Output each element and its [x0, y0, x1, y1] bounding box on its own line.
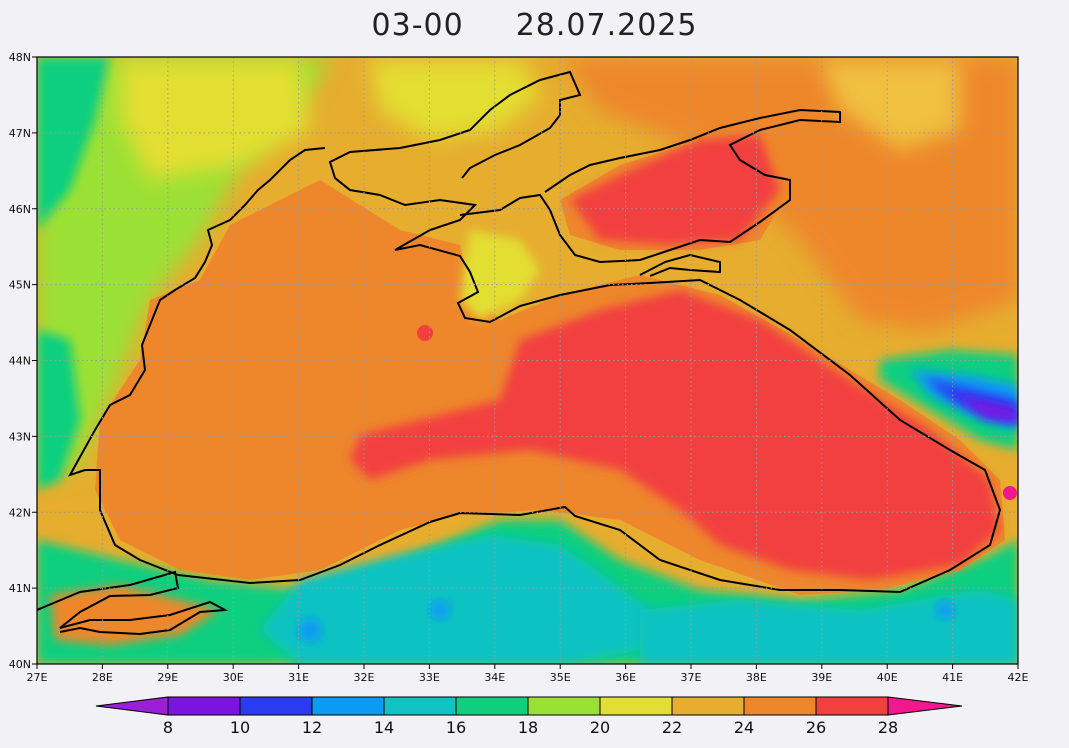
- lon-tick-label: 35E: [550, 671, 571, 684]
- colorbar-label: 26: [806, 718, 826, 737]
- lon-tick-label: 39E: [811, 671, 832, 684]
- lat-tick-label: 44N: [9, 355, 31, 368]
- colorbar-label: 28: [878, 718, 898, 737]
- lat-tick-label: 40N: [9, 658, 31, 671]
- lon-tick-label: 34E: [484, 671, 505, 684]
- colorbar-label: 22: [662, 718, 682, 737]
- lat-tick-label: 43N: [9, 430, 31, 443]
- colorbar-arrow-right: [887, 696, 963, 716]
- colorbar: 8 10 12 14 16 18 20 22 24 26 28: [95, 696, 963, 737]
- lat-tick-label: 48N: [9, 51, 31, 64]
- field-blue-spot-1: [298, 618, 322, 642]
- colorbar-label: 24: [734, 718, 754, 737]
- map-axes: 27E 28E 29E 30E 31E 32E 33E 34E 35E 36E 37E 38E 39E 4…: [9, 51, 1029, 684]
- colorbar-segment: [527, 696, 601, 716]
- field-w-cool: [37, 330, 80, 490]
- warm-spot: [417, 325, 433, 341]
- field-nw-cool: [37, 57, 110, 230]
- coastline: [37, 70, 1002, 636]
- coast-main-east: [177, 70, 1002, 594]
- lon-tick-label: 27E: [27, 671, 48, 684]
- field-blue-spot-2: [430, 600, 450, 620]
- lon-tick-label: 33E: [419, 671, 440, 684]
- azov-warm: [570, 135, 780, 245]
- lon-tick-label: 28E: [92, 671, 113, 684]
- colorbar-label: 8: [163, 718, 173, 737]
- lon-tick-label: 36E: [615, 671, 636, 684]
- field-se-cyan: [640, 590, 1018, 664]
- colorbar-segment: [311, 696, 385, 716]
- colorbar-label: 10: [230, 718, 250, 737]
- lat-tick-label: 42N: [9, 506, 31, 519]
- lat-tick-label: 47N: [9, 127, 31, 140]
- crimea-land: [460, 230, 540, 320]
- lon-tick-label: 29E: [157, 671, 178, 684]
- field-blue-spot-3: [936, 601, 954, 619]
- colorbar-segment: [743, 696, 817, 716]
- colorbar-label: 18: [518, 718, 538, 737]
- colorbar-label: 12: [302, 718, 322, 737]
- coast-azov: [459, 108, 841, 264]
- title-date: 28.07.2025: [515, 8, 698, 43]
- lon-tick-label: 37E: [681, 671, 702, 684]
- map-grid: [37, 57, 1018, 664]
- sea-warm-core: [350, 290, 1000, 580]
- lat-tick-label: 46N: [9, 203, 31, 216]
- colorbar-arrow-left: [95, 696, 169, 716]
- colorbar-segment: [455, 696, 529, 716]
- lon-tick-label: 40E: [877, 671, 898, 684]
- magenta-spot: [1003, 486, 1017, 500]
- coast-west: [67, 147, 326, 576]
- colorbar-segment: [239, 696, 313, 716]
- colorbar-segment: [599, 696, 673, 716]
- field-south-cyan: [260, 535, 650, 664]
- colorbar-segment: [671, 696, 745, 716]
- lon-tick-label: 30E: [223, 671, 244, 684]
- colorbar-segment: [383, 696, 457, 716]
- colorbar-label: 16: [446, 718, 466, 737]
- field-west-green: [37, 57, 330, 480]
- field-north-yellow-2: [370, 60, 540, 140]
- colorbar-segment: [815, 696, 889, 716]
- colorbar-segment: [167, 696, 241, 716]
- colorbar-label: 14: [374, 718, 394, 737]
- field-caucasus-violet: [955, 395, 1018, 422]
- lon-tick-label: 42E: [1008, 671, 1029, 684]
- lon-tick-label: 32E: [354, 671, 375, 684]
- title-time: 03-00: [371, 8, 464, 43]
- lon-tick-label: 41E: [942, 671, 963, 684]
- field-ne-yellow: [820, 60, 960, 150]
- lat-tick-label: 41N: [9, 582, 31, 595]
- coast-kerch: [639, 253, 721, 277]
- temperature-field: [37, 57, 1018, 664]
- lat-tick-label: 45N: [9, 279, 31, 292]
- lon-tick-label: 38E: [746, 671, 767, 684]
- lon-tick-label: 31E: [288, 671, 309, 684]
- colorbar-label: 20: [590, 718, 610, 737]
- map-title: 03-00 28.07.2025: [0, 8, 1069, 48]
